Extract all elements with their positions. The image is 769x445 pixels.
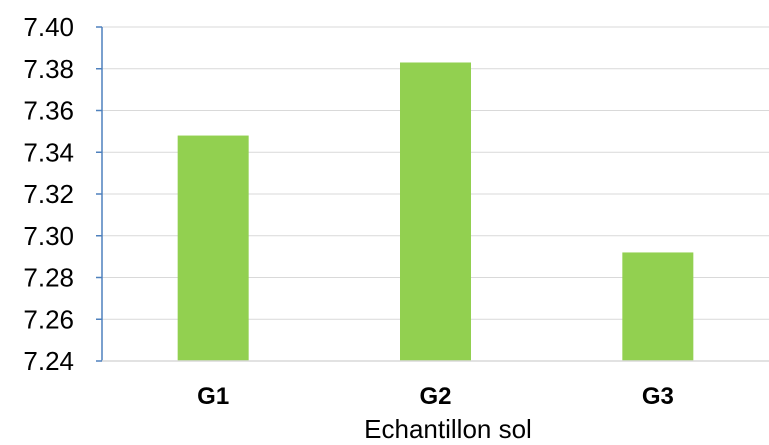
- x-tick-labels: G1 G2 G3: [197, 383, 674, 410]
- y-tick-label: 7.28: [23, 263, 74, 293]
- bars: [177, 62, 694, 362]
- y-tick-labels: 7.24 7.26 7.28 7.30 7.32 7.34 7.36 7.38 7.40: [23, 12, 74, 376]
- bar-g3: [622, 252, 694, 361]
- x-tick-label: G2: [419, 383, 451, 410]
- y-tick-label: 7.26: [23, 304, 74, 334]
- bar-g2: [400, 62, 471, 362]
- y-tick-label: 7.30: [23, 221, 74, 251]
- y-tick-label: 7.38: [23, 54, 74, 84]
- x-axis-title: Echantillon sol: [364, 414, 532, 444]
- y-tick-label: 7.40: [23, 12, 74, 42]
- axes: [96, 26, 769, 362]
- y-tick-label: 7.32: [23, 179, 74, 209]
- x-tick-label: G1: [197, 383, 229, 410]
- y-tick-label: 7.24: [23, 346, 74, 376]
- y-tick-label: 7.36: [23, 96, 74, 126]
- bar-g1: [177, 135, 249, 361]
- y-tick-label: 7.34: [23, 137, 74, 167]
- x-tick-label: G3: [642, 383, 674, 410]
